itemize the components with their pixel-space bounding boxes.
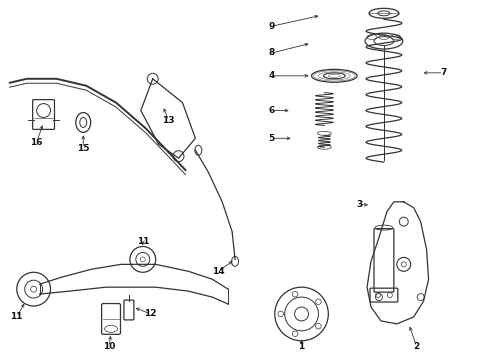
Text: 5: 5 [269,134,275,143]
Text: 1: 1 [298,342,305,351]
Text: 3: 3 [356,200,362,209]
Text: 9: 9 [269,22,275,31]
Text: 15: 15 [77,144,90,153]
Text: 2: 2 [414,342,420,351]
Text: 12: 12 [145,310,157,319]
Text: 10: 10 [103,342,115,351]
Text: 14: 14 [212,267,224,276]
Text: 6: 6 [269,106,275,115]
Text: 11: 11 [10,312,23,321]
Text: 4: 4 [269,71,275,80]
Text: 13: 13 [162,116,175,125]
Text: 7: 7 [441,68,447,77]
Text: 16: 16 [30,138,43,147]
Text: 11: 11 [137,237,149,246]
Text: 8: 8 [269,49,275,58]
